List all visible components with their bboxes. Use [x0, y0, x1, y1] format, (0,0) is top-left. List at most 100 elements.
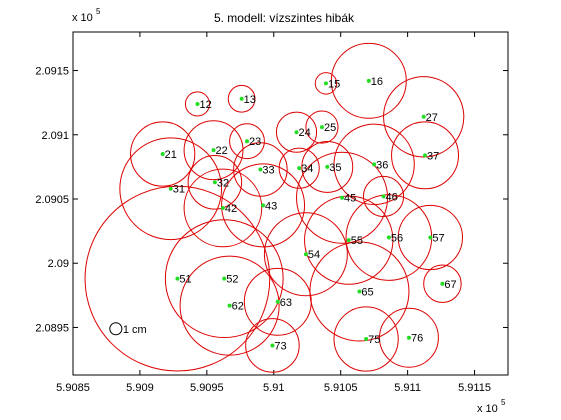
- point-label-13: 13: [244, 94, 256, 106]
- x-tick-label: 5.9115: [458, 382, 491, 394]
- x-tick-label: 5.9105: [324, 382, 358, 394]
- y-tick-label: 2.0915: [35, 66, 69, 78]
- x-tick-label: 5.9095: [190, 382, 224, 394]
- scale-circle: [109, 322, 123, 336]
- point-marker-23: [245, 139, 249, 144]
- point-label-46: 46: [386, 191, 398, 203]
- x-exponent-label: x 10: [477, 403, 498, 415]
- point-marker-46: [381, 194, 386, 199]
- point-label-31: 31: [173, 184, 185, 196]
- point-marker-65: [357, 289, 362, 294]
- point-label-36: 36: [376, 159, 388, 171]
- point-label-25: 25: [324, 122, 336, 134]
- y-tick-label: 2.091: [41, 130, 69, 142]
- point-label-56: 56: [391, 233, 403, 245]
- point-marker-27: [421, 114, 426, 119]
- point-marker-76: [406, 335, 411, 340]
- error-circle-22: [183, 120, 244, 181]
- point-marker-13: [239, 96, 244, 101]
- point-label-45: 45: [344, 193, 356, 205]
- point-marker-42: [220, 205, 225, 210]
- point-label-42: 42: [225, 203, 237, 215]
- point-marker-37: [423, 153, 428, 158]
- y-axis-exponent: x 10 5: [72, 7, 101, 24]
- point-marker-35: [325, 164, 330, 169]
- point-label-24: 24: [299, 127, 311, 139]
- x-axis-exponent: x 10 5: [477, 398, 506, 415]
- point-labels: 12 13 15 16 21 22 23 24 25 27 31 32 33 34 35 36 37 42 43 45…: [165, 76, 457, 353]
- scale-label: 1 cm: [123, 324, 147, 336]
- point-label-76: 76: [411, 333, 423, 345]
- point-marker-54: [303, 252, 308, 257]
- x-exponent-power: 5: [501, 398, 506, 407]
- point-marker-63: [275, 299, 280, 304]
- error-circle-31: [119, 137, 223, 241]
- point-label-15: 15: [328, 78, 340, 90]
- scale-reference: 1 cm: [109, 322, 147, 336]
- point-label-27: 27: [426, 112, 438, 124]
- error-circle-62: [179, 255, 280, 356]
- error-circle-13: [227, 84, 256, 113]
- error-circle-52: [164, 219, 284, 339]
- point-marker-51: [175, 276, 180, 281]
- error-circle-42: [183, 168, 263, 248]
- error-circle-67: [423, 264, 462, 304]
- x-tick-label: 5.9085: [56, 382, 90, 394]
- point-label-51: 51: [179, 274, 191, 286]
- chart-title: 5. modell: vízszintes hibák: [214, 11, 355, 25]
- point-label-33: 33: [262, 164, 274, 176]
- y-exponent-label: x 10: [72, 12, 93, 24]
- error-circle-73: [245, 318, 300, 373]
- point-marker-36: [372, 162, 377, 167]
- point-label-57: 57: [432, 233, 444, 245]
- error-circle-34: [278, 147, 320, 189]
- point-label-12: 12: [199, 99, 211, 111]
- error-circles: [84, 42, 465, 373]
- error-circle-12: [184, 91, 211, 117]
- point-marker-75: [364, 337, 369, 342]
- error-circle-27: [383, 76, 465, 158]
- point-label-73: 73: [274, 340, 286, 352]
- point-label-55: 55: [351, 235, 363, 247]
- point-label-32: 32: [217, 177, 229, 189]
- point-marker-21: [160, 152, 165, 157]
- error-circle-23: [229, 123, 265, 160]
- point-marker-33: [258, 167, 263, 172]
- point-markers: [160, 78, 445, 348]
- point-marker-56: [386, 235, 391, 240]
- point-label-37: 37: [427, 150, 439, 162]
- error-circle-35: [301, 140, 354, 193]
- point-marker-12: [195, 101, 200, 106]
- error-circle-15: [314, 72, 338, 95]
- point-marker-62: [227, 303, 232, 308]
- y-tick-label: 2.09: [48, 258, 69, 270]
- point-label-54: 54: [308, 249, 320, 261]
- y-exponent-power: 5: [96, 7, 101, 16]
- point-marker-16: [366, 78, 371, 83]
- point-label-16: 16: [371, 76, 383, 88]
- point-label-75: 75: [368, 334, 380, 346]
- point-marker-57: [428, 235, 433, 240]
- point-marker-52: [222, 276, 227, 281]
- error-circle-65: [309, 241, 410, 342]
- x-tick-label: 5.911: [394, 382, 421, 394]
- x-tick-label: 5.91: [263, 382, 284, 394]
- point-label-67: 67: [444, 279, 456, 291]
- point-label-43: 43: [265, 200, 277, 212]
- error-circle-76: [379, 307, 439, 368]
- point-marker-45: [340, 195, 345, 200]
- point-label-65: 65: [361, 286, 373, 298]
- error-circle-24: [275, 111, 318, 153]
- error-circle-37: [391, 121, 459, 190]
- error-circle-51: [84, 185, 271, 372]
- point-label-22: 22: [216, 145, 228, 157]
- point-marker-25: [319, 125, 324, 130]
- point-label-35: 35: [329, 162, 341, 174]
- error-circle-45: [296, 151, 389, 244]
- error-circle-21: [130, 121, 196, 187]
- point-marker-73: [270, 343, 275, 348]
- point-label-23: 23: [249, 136, 261, 148]
- point-marker-43: [261, 203, 266, 208]
- y-tick-label: 2.0895: [35, 322, 69, 334]
